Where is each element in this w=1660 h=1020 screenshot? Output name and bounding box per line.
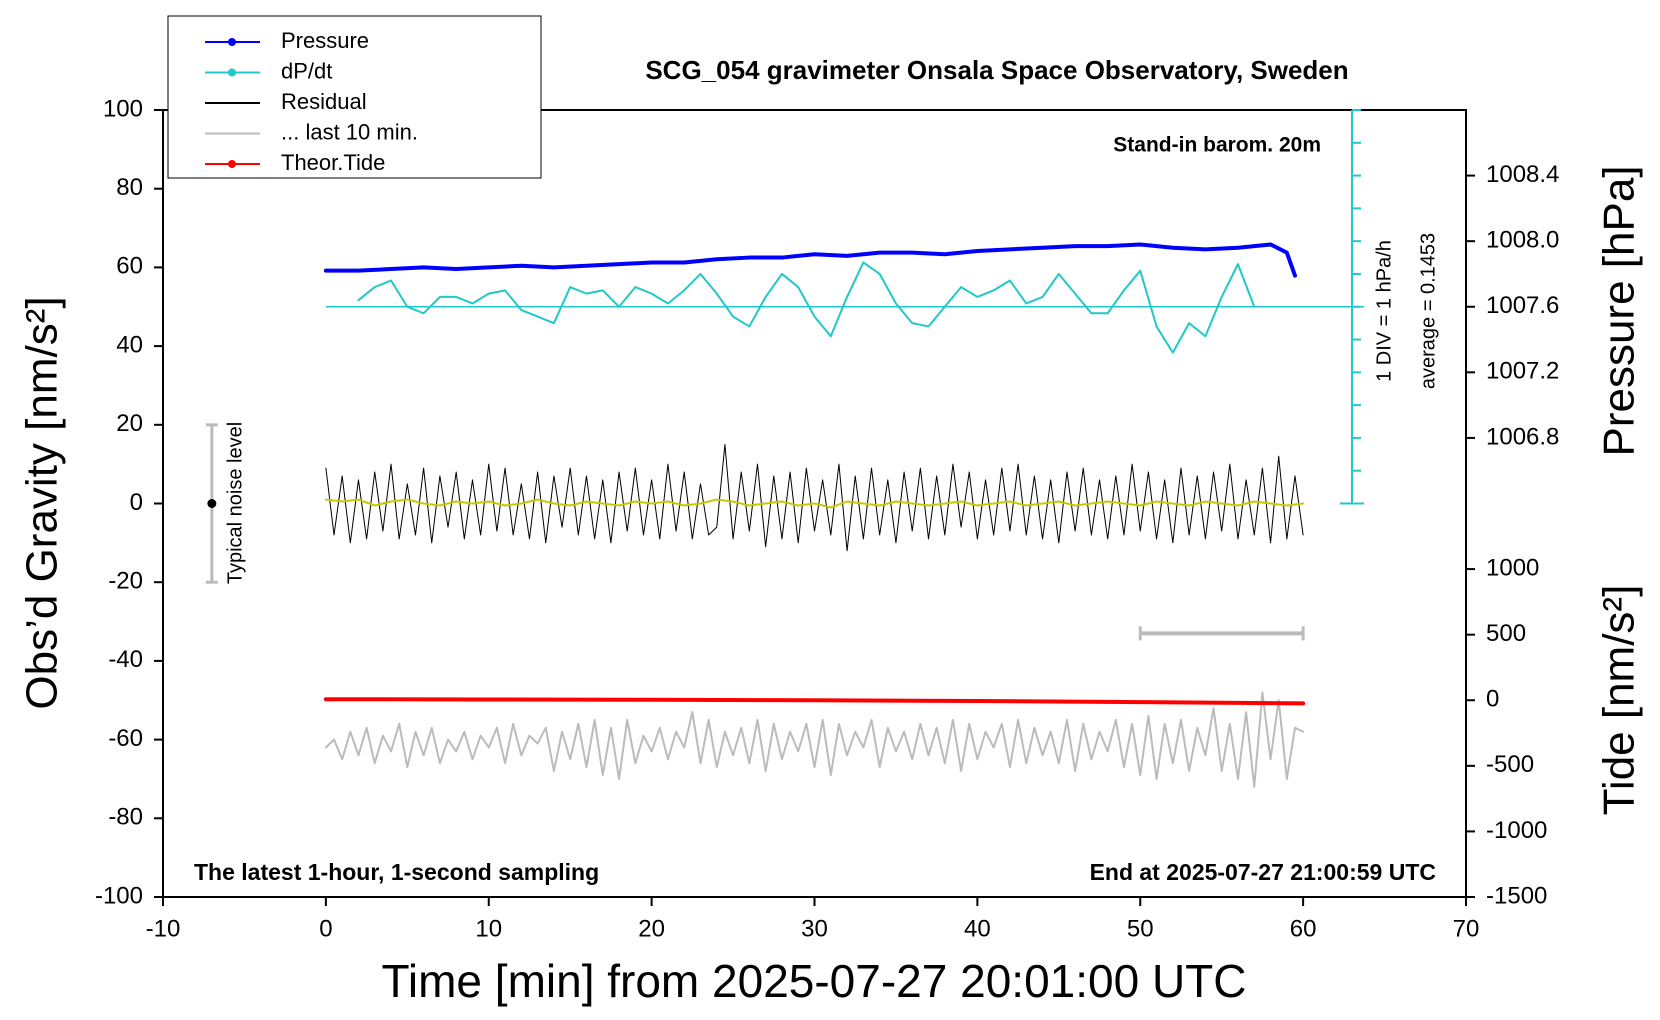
series-line [357, 261, 1256, 354]
series-line [323, 697, 1306, 706]
legend-label: Pressure [281, 28, 369, 53]
tide-tick-label: -1000 [1486, 817, 1547, 844]
x-tick-label: 60 [1290, 915, 1317, 942]
tide-tick-label: -1500 [1486, 882, 1547, 909]
x-axis-title: Time [min] from 2025-07-27 20:01:00 UTC [382, 955, 1247, 1007]
pressure-tick-label: 1008.0 [1486, 227, 1559, 254]
x-tick-label: 30 [801, 915, 828, 942]
y-tick-label: 40 [116, 331, 143, 358]
x-tick-label: 0 [319, 915, 332, 942]
legend-label: Theor.Tide [281, 150, 385, 175]
y-tick-label: -40 [108, 646, 143, 673]
legend-label: ... last 10 min. [281, 119, 418, 144]
tide-axis-title: Tide [nm/s²] [1595, 585, 1644, 816]
y-tick-label: -100 [95, 882, 143, 909]
x-tick-label: 70 [1453, 915, 1480, 942]
chart-title: SCG_054 gravimeter Onsala Space Observat… [645, 55, 1348, 85]
annotation: End at 2025-07-27 21:00:59 UTC [1090, 859, 1436, 885]
x-tick-label: -10 [146, 915, 181, 942]
x-tick-label: 50 [1127, 915, 1154, 942]
pressure-tick-label: 1008.4 [1486, 161, 1559, 188]
y-tick-label: -20 [108, 568, 143, 595]
pressure-tick-label: 1006.8 [1486, 423, 1559, 450]
tide-tick-label: 500 [1486, 620, 1526, 647]
legend-label: Residual [281, 89, 367, 114]
pressure-tick-label: 1007.6 [1486, 292, 1559, 319]
pressure-axis-title: Pressure [hPa] [1595, 165, 1644, 456]
tide-tick-label: -500 [1486, 751, 1534, 778]
legend-marker [228, 68, 236, 77]
noise-label: Typical noise level [224, 422, 246, 584]
x-tick-label: 20 [638, 915, 665, 942]
tide-tick-label: 0 [1486, 686, 1499, 713]
annotation: Stand-in barom. 20m [1113, 134, 1321, 157]
legend: Pressure dP/dt Residual ... last 10 min. The… [167, 15, 542, 179]
noise-center [207, 499, 217, 508]
y-tick-label: -80 [108, 804, 143, 831]
y-tick-label: 0 [130, 489, 143, 516]
series-line [324, 691, 1305, 788]
tide-tick-label: 1000 [1486, 554, 1539, 581]
series-line [325, 443, 1304, 552]
pressure-tick-label: 1007.2 [1486, 358, 1559, 385]
legend-marker [228, 160, 236, 168]
x-tick-label: 10 [475, 915, 502, 942]
y-tick-label: 60 [116, 253, 143, 280]
y-tick-label: -60 [108, 725, 143, 752]
x-tick-label: 40 [964, 915, 991, 942]
legend-marker [228, 38, 236, 46]
y-tick-label: 20 [116, 410, 143, 437]
series-line [324, 498, 1305, 509]
annotation: The latest 1-hour, 1-second sampling [194, 859, 599, 885]
series-line [323, 242, 1297, 278]
y-tick-label: 100 [103, 95, 143, 122]
annotation: 1 DIV = 1 hPa/h [1373, 240, 1395, 382]
y-tick-label: 80 [116, 174, 143, 201]
annotation: average = 0.1453 [1417, 233, 1439, 389]
legend-label: dP/dt [281, 58, 332, 83]
y-axis-title: Obs’d Gravity [nm/s²] [18, 296, 67, 709]
